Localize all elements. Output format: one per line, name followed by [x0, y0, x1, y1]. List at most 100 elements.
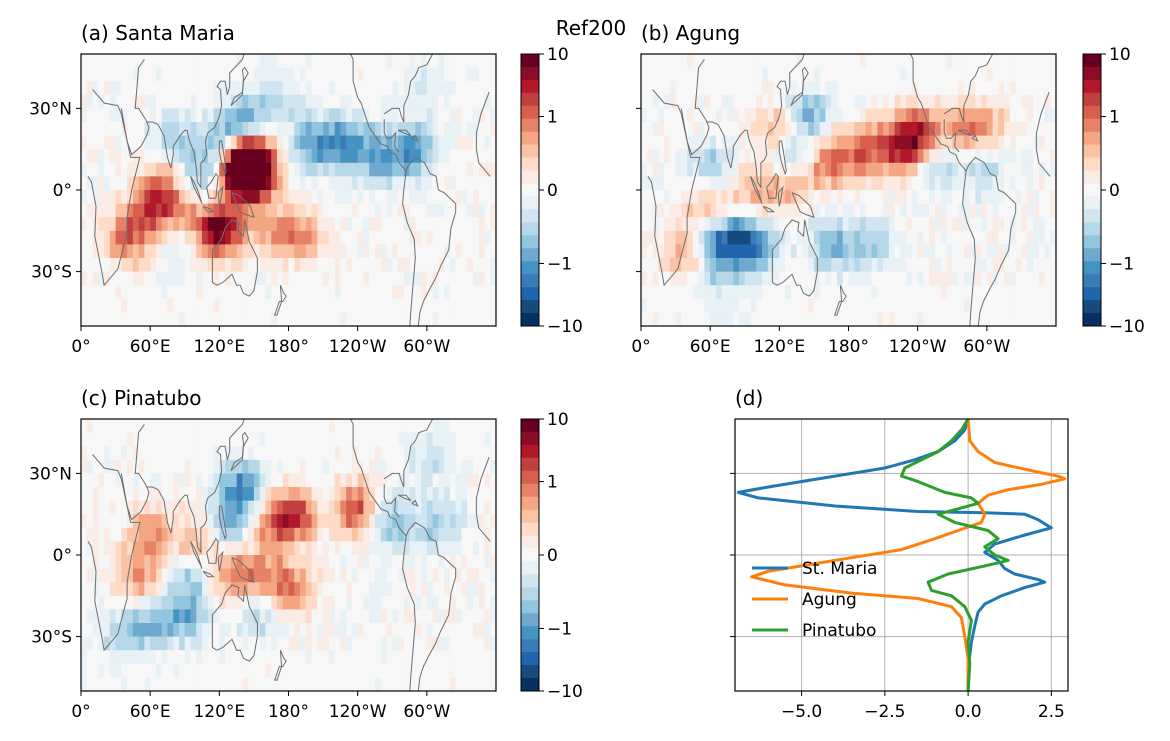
heatmap-cell	[86, 230, 93, 245]
heatmap-cell	[773, 285, 780, 300]
heatmap-cell	[1004, 285, 1011, 300]
heatmap-cell	[225, 67, 232, 82]
heatmap-cell	[219, 271, 226, 286]
heatmap-cell	[825, 162, 832, 177]
heatmap-cell	[340, 230, 347, 245]
heatmap-cell	[675, 108, 682, 123]
heatmap-cell	[750, 258, 757, 272]
heatmap-cell	[248, 176, 255, 191]
heatmap-cell	[109, 135, 116, 150]
heatmap-cell	[409, 527, 416, 542]
heatmap-cell	[808, 135, 815, 150]
heatmap-cell	[213, 459, 220, 474]
heatmap-cell	[403, 500, 410, 515]
heatmap-cell	[992, 244, 999, 259]
heatmap-cell	[472, 432, 480, 447]
heatmap-cell	[92, 473, 99, 488]
heatmap-cell	[675, 230, 682, 245]
heatmap-cell	[877, 67, 884, 82]
heatmap-cell	[155, 298, 163, 313]
heatmap-cell	[178, 149, 186, 164]
heatmap-cell	[86, 67, 93, 82]
heatmap-cell	[242, 527, 249, 542]
heatmap-cell	[109, 81, 116, 96]
heatmap-cell	[929, 108, 936, 123]
heatmap-cell	[940, 285, 947, 300]
heatmap-cell	[652, 271, 659, 286]
heatmap-cell	[1009, 81, 1017, 96]
heatmap-cell	[213, 230, 220, 245]
heatmap-cell	[444, 312, 451, 326]
heatmap-cell	[392, 541, 399, 556]
heatmap-cell	[190, 514, 197, 529]
heatmap-cell	[155, 487, 163, 501]
heatmap-cell	[86, 459, 93, 474]
heatmap-cell	[86, 609, 93, 624]
heatmap-cell	[664, 230, 671, 245]
heatmap-cell	[265, 432, 272, 447]
heatmap-cell	[1004, 94, 1011, 109]
heatmap-cell	[369, 663, 376, 678]
heatmap-cell	[282, 623, 289, 637]
heatmap-cell	[167, 108, 174, 123]
heatmap-cell	[363, 500, 370, 515]
heatmap-cell	[369, 609, 376, 624]
heatmap-cell	[236, 108, 243, 123]
heatmap-cell	[155, 541, 163, 556]
heatmap-cell	[300, 298, 307, 313]
heatmap-cell	[779, 162, 786, 177]
heatmap-cell	[906, 67, 913, 82]
heatmap-cell	[1050, 285, 1056, 300]
heatmap-cell	[415, 636, 422, 651]
heatmap-cell	[236, 94, 243, 109]
heatmap-cell	[641, 271, 648, 286]
heatmap-cell	[132, 541, 140, 556]
heatmap-cell	[952, 244, 959, 259]
heatmap-cell	[790, 108, 798, 123]
heatmap-cell	[369, 230, 376, 245]
heatmap-cell	[813, 108, 821, 123]
heatmap-cell	[323, 609, 330, 624]
heatmap-cell	[871, 285, 878, 300]
heatmap-cell	[369, 54, 376, 68]
heatmap-cell	[421, 271, 428, 286]
heatmap-cell	[317, 312, 324, 326]
heatmap-cell	[127, 541, 134, 556]
heatmap-cell	[715, 149, 723, 164]
heatmap-cell	[374, 298, 382, 313]
heatmap-cell	[449, 298, 457, 313]
heatmap-cell	[946, 190, 953, 204]
heatmap-cell	[490, 108, 496, 123]
heatmap-cell	[398, 568, 405, 583]
heatmap-cell	[449, 162, 457, 177]
heatmap-cell	[236, 285, 243, 300]
heatmap-cell	[785, 54, 792, 68]
heatmap-cell	[207, 122, 214, 136]
heatmap-cell	[449, 54, 457, 68]
heatmap-cell	[808, 81, 815, 96]
heatmap-cell	[242, 190, 249, 204]
heatmap-cell	[81, 81, 88, 96]
heatmap-cell	[109, 595, 116, 610]
heatmap-cell	[409, 419, 416, 433]
heatmap-cell	[415, 94, 422, 109]
heatmap-cell	[219, 258, 226, 272]
heatmap-cell	[271, 94, 278, 109]
heatmap-cell	[253, 67, 261, 82]
heatmap-cell	[81, 258, 88, 272]
heatmap-cell	[253, 541, 261, 556]
heatmap-cell	[929, 149, 936, 164]
heatmap-cell	[484, 473, 491, 488]
heatmap-cell	[825, 258, 832, 272]
heatmap-cell	[1009, 122, 1017, 136]
heatmap-cell	[236, 67, 243, 82]
heatmap-cell	[490, 230, 496, 245]
heatmap-cell	[658, 298, 665, 313]
heatmap-cell	[472, 650, 480, 665]
heatmap-cell	[92, 244, 99, 259]
heatmap-cell	[173, 487, 180, 501]
heatmap-cell	[190, 650, 197, 665]
heatmap-cell	[432, 432, 439, 447]
heatmap-cell	[219, 500, 226, 515]
heatmap-cell	[923, 149, 930, 164]
